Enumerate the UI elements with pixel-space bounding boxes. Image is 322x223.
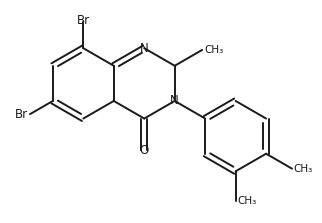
Text: CH₃: CH₃ — [204, 45, 223, 55]
Text: O: O — [140, 144, 149, 157]
Text: N: N — [170, 95, 179, 107]
Text: CH₃: CH₃ — [294, 164, 313, 174]
Text: CH₃: CH₃ — [237, 196, 257, 206]
Text: Br: Br — [77, 14, 90, 27]
Text: Br: Br — [15, 108, 28, 121]
Text: N: N — [140, 42, 149, 55]
